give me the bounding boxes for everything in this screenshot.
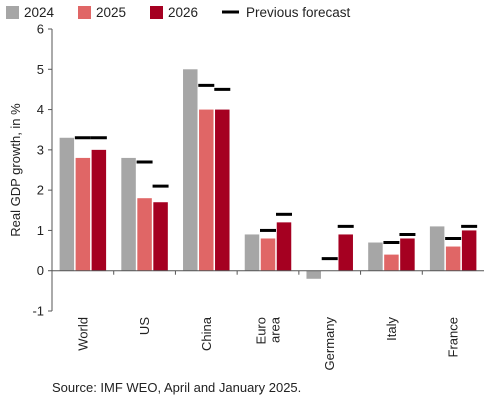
legend-label: 2024	[24, 5, 55, 20]
source-note: Source: IMF WEO, April and January 2025.	[52, 380, 301, 395]
bar-2024	[121, 157, 136, 271]
legend-swatch-2025	[78, 6, 91, 19]
bar-2024	[306, 270, 321, 279]
x-tick-label: US	[137, 317, 152, 335]
x-tick-label-line: US	[137, 317, 152, 335]
y-tick-label: 6	[37, 22, 44, 37]
x-tick-label: Germany	[322, 317, 337, 371]
legend: 2024 2025 2026 Previous forecast	[6, 5, 351, 20]
x-tick-label: World	[75, 317, 90, 351]
x-tick-label: France	[446, 317, 461, 357]
x-tick-label-line: World	[75, 317, 90, 351]
bars	[59, 69, 477, 279]
legend-label: 2025	[96, 5, 126, 20]
x-tick-label-line: Italy	[384, 317, 399, 341]
bar-2024	[429, 226, 445, 271]
bar-2025	[137, 198, 152, 271]
x-tick-label: China	[199, 316, 214, 351]
bar-2026	[400, 238, 415, 271]
x-tick-label-line: area	[268, 316, 283, 343]
y-tick-label: 1	[37, 223, 44, 238]
legend-swatch-2026	[150, 6, 163, 19]
bar-2026	[338, 234, 353, 271]
bar-2025	[75, 157, 91, 271]
bar-2024	[59, 137, 75, 271]
y-tick-label: 0	[37, 263, 44, 278]
bar-2026	[276, 222, 292, 271]
bar-2025	[260, 238, 276, 271]
bar-2026	[153, 202, 168, 271]
bar-2026	[215, 109, 230, 271]
x-axis: World US China Euroarea Germany Italy France	[52, 270, 484, 371]
y-axis-title: Real GDP growth, in %	[8, 103, 23, 237]
bar-2026	[461, 230, 477, 271]
legend-label: Previous forecast	[246, 5, 351, 20]
y-tick-label: 2	[37, 183, 44, 198]
bar-2025	[445, 246, 461, 271]
bar-2024	[183, 69, 198, 271]
y-tick-label: 4	[37, 102, 44, 117]
bar-2024	[244, 234, 260, 271]
y-tick-label: -1	[32, 304, 44, 319]
x-tick-label-line: Germany	[322, 317, 337, 371]
x-tick-label-line: France	[446, 317, 461, 357]
bar-2025	[199, 109, 214, 271]
bar-2024	[368, 242, 383, 271]
x-tick-label-line: Euro	[254, 317, 269, 344]
x-tick-label: Italy	[384, 317, 399, 341]
y-tick-label: 5	[37, 62, 44, 77]
bar-2026	[91, 149, 107, 271]
y-tick-label: 3	[37, 142, 44, 157]
x-tick-label-line: China	[199, 316, 214, 351]
y-axis: -1 0 1 2 3 4 5 6	[32, 22, 53, 319]
bar-2025	[384, 254, 399, 271]
previous-forecast-marks	[74, 83, 478, 261]
x-tick-label: Euroarea	[254, 316, 283, 344]
legend-label: 2026	[168, 5, 198, 20]
legend-swatch-2024	[6, 6, 19, 19]
